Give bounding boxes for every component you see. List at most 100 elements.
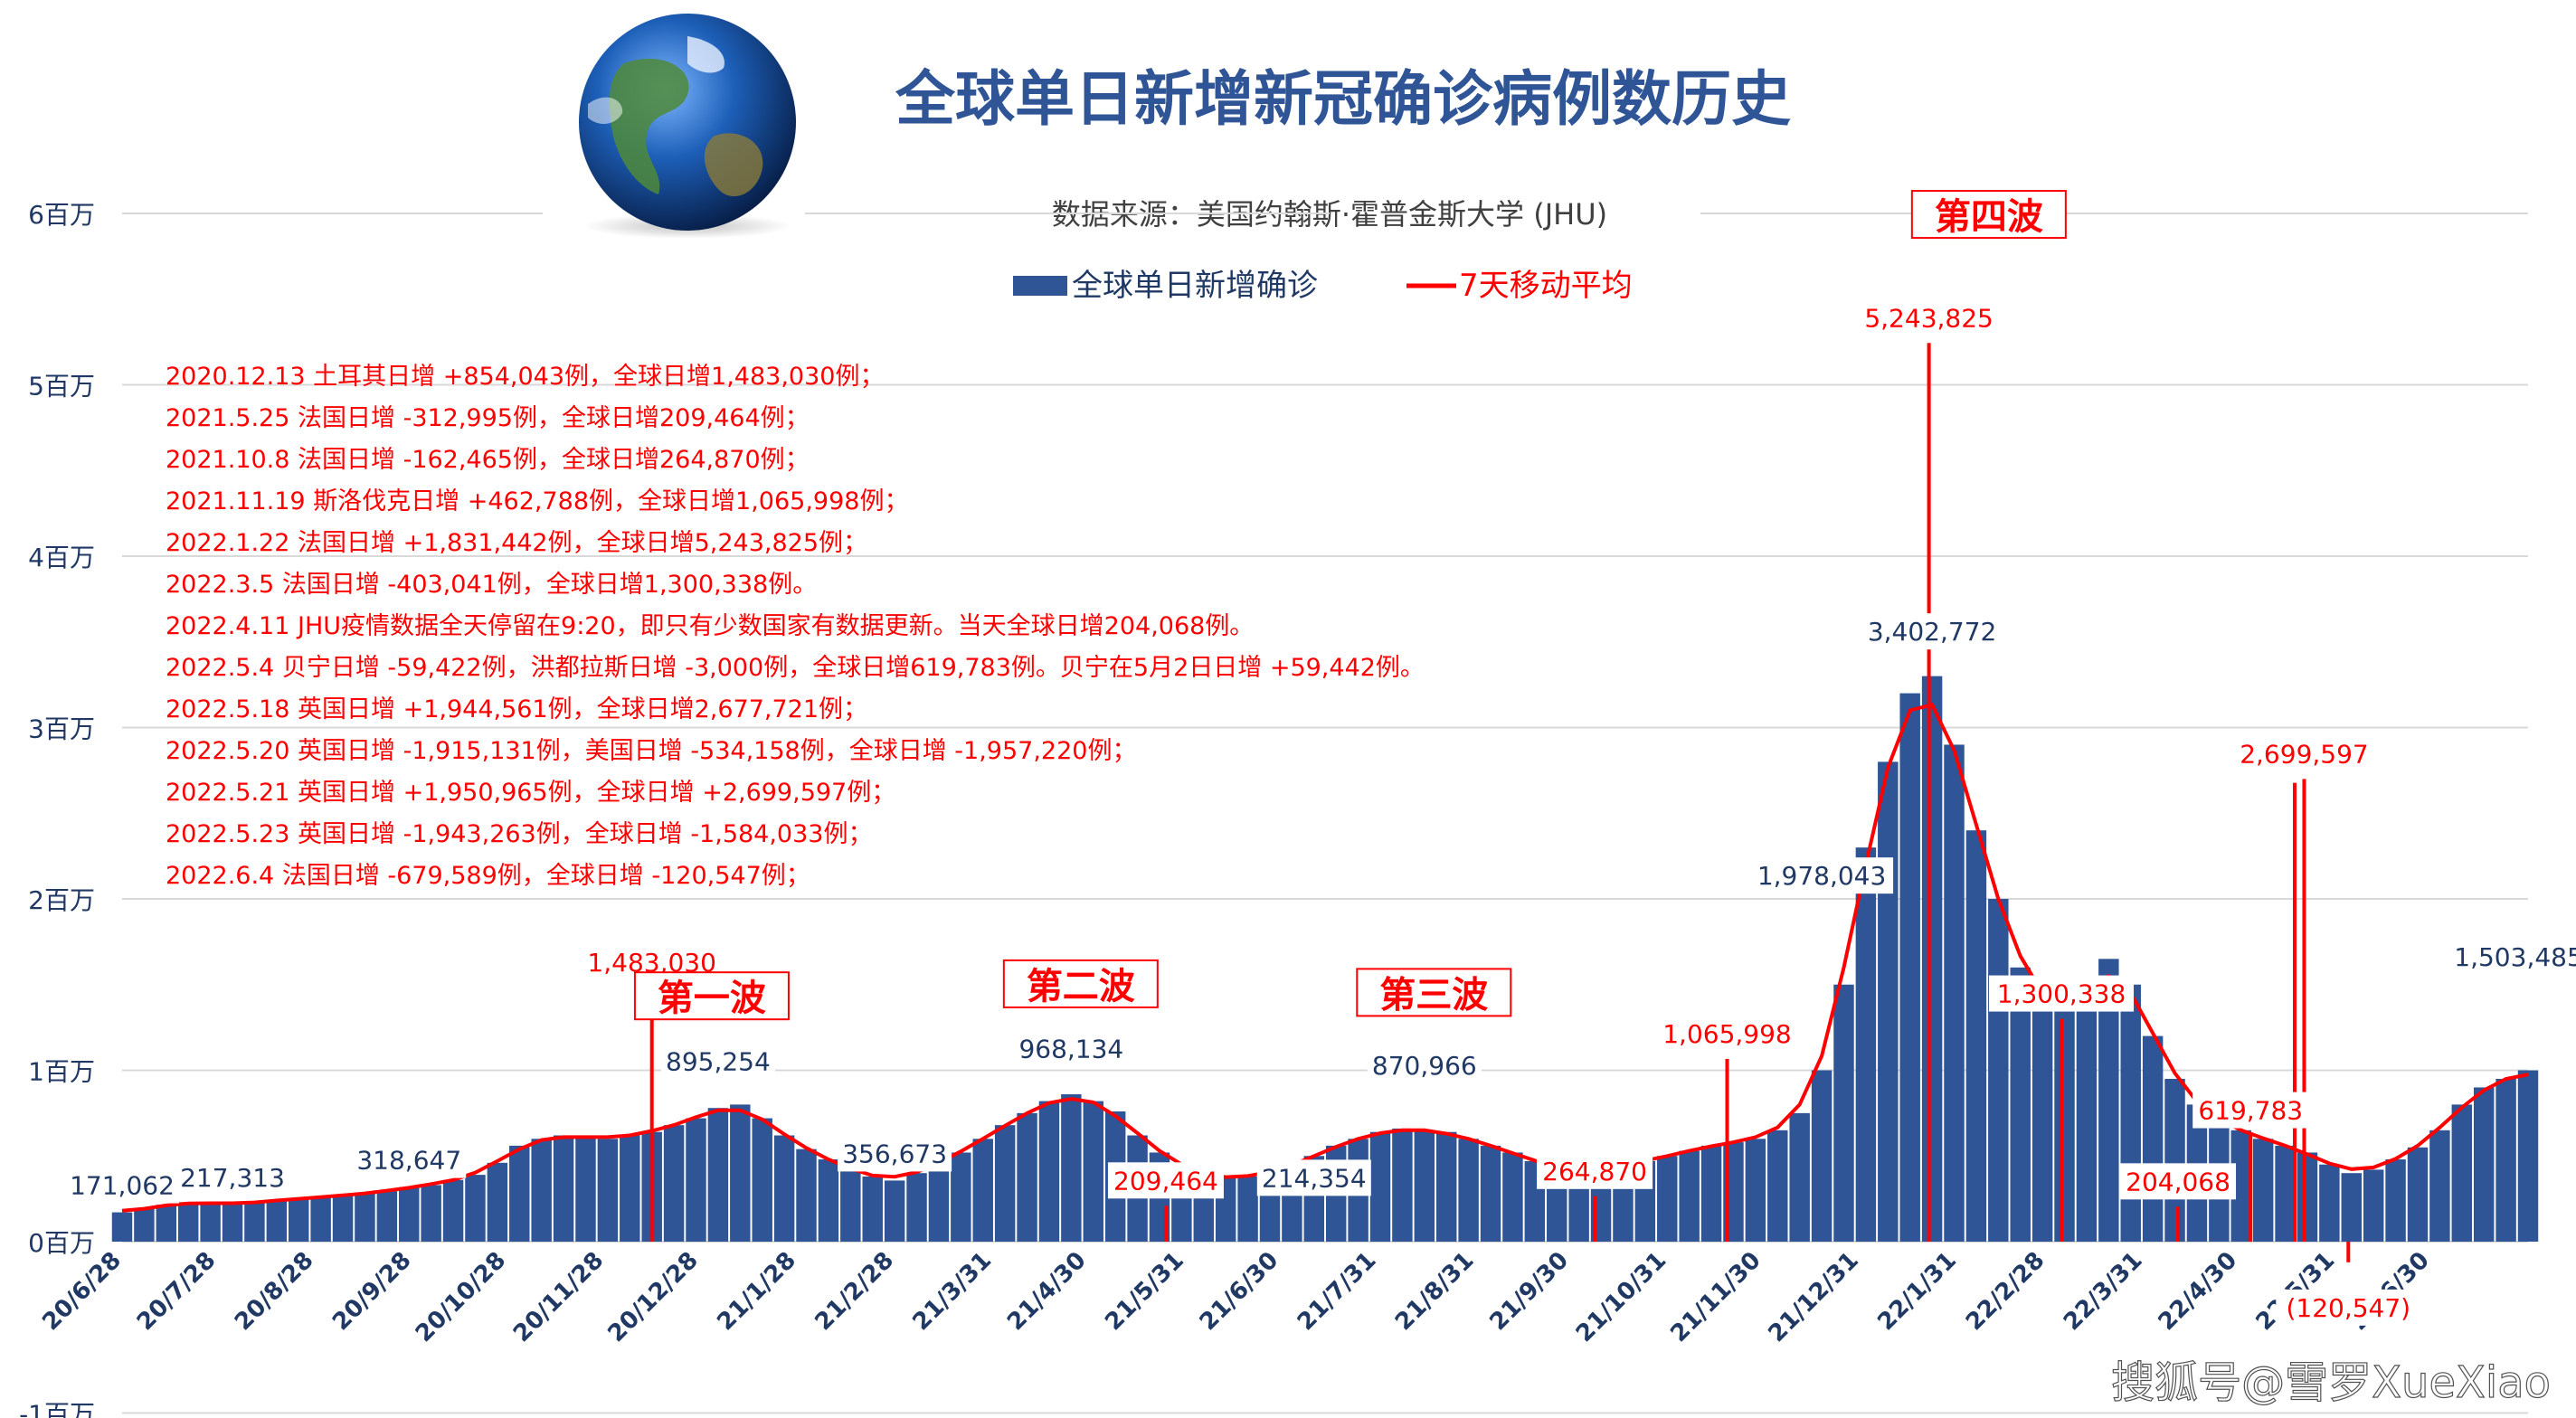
bar-label-bg xyxy=(65,1167,179,1204)
y-tick-label: 0百万 xyxy=(28,1228,95,1258)
annotation-notes: 2020.12.13 土耳其日增 +854,043例，全球日增1,483,030… xyxy=(166,363,1425,890)
bar-label: 171,062 xyxy=(70,1171,175,1201)
bar xyxy=(1700,1145,1722,1242)
anomaly-label: 619,783 xyxy=(2198,1096,2303,1126)
bar xyxy=(2076,984,2098,1242)
anomaly-label: 2,699,597 xyxy=(2240,739,2369,769)
bar xyxy=(421,1185,441,1242)
bar xyxy=(2120,984,2141,1242)
bar xyxy=(2496,1078,2516,1242)
anomaly-label-bg xyxy=(2192,1092,2309,1129)
bar-label-bg xyxy=(352,1141,467,1178)
wave-label: 第三波 xyxy=(1379,974,1488,1016)
y-tick-label: 4百万 xyxy=(28,543,95,572)
bar xyxy=(156,1205,177,1242)
x-tick-label: 22/1/31 xyxy=(1872,1247,1962,1337)
chart-title: 全球单日新增新冠确诊病例数历史 xyxy=(895,64,1791,134)
annotation-note: 2020.12.13 土耳其日增 +854,043例，全球日增1,483,030… xyxy=(166,363,884,391)
x-axis: 20/6/28 20/7/28 20/8/28 20/9/2820/10/2820/1… xyxy=(37,1247,2435,1347)
bar-label: 895,254 xyxy=(666,1046,771,1076)
y-tick-label: 1百万 xyxy=(28,1057,95,1087)
bar xyxy=(575,1137,596,1242)
x-tick-label: 21/5/31 xyxy=(1100,1247,1189,1337)
bar xyxy=(818,1159,839,1242)
bar-label-bg xyxy=(838,1135,952,1172)
wave-label: 第一波 xyxy=(658,978,766,1019)
bar-label-bg xyxy=(1014,1030,1129,1067)
bar xyxy=(222,1204,243,1242)
bar xyxy=(2230,1130,2251,1242)
bar xyxy=(2341,1173,2362,1242)
x-tick-label: 22/4/30 xyxy=(2154,1247,2243,1337)
bar-label: 968,134 xyxy=(1018,1035,1123,1064)
bar xyxy=(951,1152,971,1242)
x-tick-label: 21/2/28 xyxy=(810,1247,899,1337)
bar xyxy=(1679,1150,1700,1242)
bar xyxy=(1789,1112,1810,1242)
bar xyxy=(773,1135,795,1242)
bar xyxy=(1921,676,1943,1242)
x-tick-label: 21/3/31 xyxy=(908,1247,998,1337)
anomaly-label: 204,068 xyxy=(2126,1167,2230,1196)
bar xyxy=(2319,1164,2340,1242)
annotation-note: 2022.5.21 英国日增 +1,950,965例，全球日增 +2,699,5… xyxy=(166,779,895,807)
wave-label-box xyxy=(1910,190,2067,240)
x-tick-label: 21/8/31 xyxy=(1390,1247,1480,1337)
annotation-note: 2022.4.11 JHU疫情数据全天停留在9:20，即只有少数国家有数据更新。… xyxy=(166,612,1254,640)
bar xyxy=(376,1191,398,1242)
bar xyxy=(1657,1156,1678,1242)
bar xyxy=(1899,693,1920,1242)
bar-label: 217,313 xyxy=(180,1163,285,1193)
anomaly-label: 209,464 xyxy=(1113,1166,1218,1196)
x-tick-label: 21/4/30 xyxy=(1002,1247,1092,1337)
bar xyxy=(1878,761,1899,1242)
bar xyxy=(399,1186,420,1242)
bar xyxy=(2363,1169,2384,1242)
grid xyxy=(122,213,2528,1414)
anomaly-label: 1,300,338 xyxy=(1997,979,2126,1009)
bar xyxy=(2473,1087,2495,1242)
bar xyxy=(1458,1139,1479,1242)
bar-label-bg xyxy=(175,1158,290,1196)
bar xyxy=(1392,1128,1413,1242)
x-tick-label: 21/7/31 xyxy=(1293,1247,1382,1337)
bar xyxy=(2252,1139,2274,1242)
anomaly-label: 5,243,825 xyxy=(1864,303,1994,333)
anomaly-label: 1,065,998 xyxy=(1662,1019,1792,1049)
bar xyxy=(553,1135,574,1242)
bar-label-bg xyxy=(1256,1159,1371,1196)
annotation-note: 2022.6.4 法国日增 -679,589例，全球日增 -120,547例； xyxy=(166,862,810,890)
bar xyxy=(487,1162,508,1242)
globe-icon xyxy=(579,14,796,239)
anomaly-label-bg xyxy=(1107,1162,1224,1199)
bar xyxy=(906,1173,927,1242)
bar xyxy=(2054,1010,2075,1242)
bar xyxy=(1965,830,1987,1242)
bar xyxy=(1083,1101,1103,1242)
bar-label: 356,673 xyxy=(842,1139,947,1168)
x-tick-label: 21/11/30 xyxy=(1665,1247,1766,1347)
bar-label-bg xyxy=(1750,857,1894,894)
bar xyxy=(266,1200,288,1242)
bar xyxy=(509,1145,530,1242)
x-tick-label: 20/8/28 xyxy=(230,1247,319,1337)
y-axis: 6百万 5百万 4百万 3百万 2百万 1百万 0百万 -1百万 xyxy=(19,200,95,1418)
bar-label-bg xyxy=(2447,939,2576,976)
wave-label: 第二波 xyxy=(1027,966,1135,1007)
x-tick-label: 20/10/28 xyxy=(411,1247,511,1347)
wave-label: 第四波 xyxy=(1935,196,2043,238)
x-tick-label: 20/6/28 xyxy=(37,1247,127,1337)
y-tick-label: 2百万 xyxy=(28,885,95,915)
legend-bar-label: 全球单日新增确诊 xyxy=(1072,268,1318,304)
anomaly-label-bg xyxy=(2276,1289,2421,1326)
anomaly-label-bg xyxy=(2231,735,2377,772)
bar xyxy=(840,1169,861,1242)
bar xyxy=(1944,744,1965,1242)
bar xyxy=(1767,1130,1788,1242)
bar xyxy=(1414,1130,1435,1242)
bar xyxy=(796,1149,817,1242)
anomaly-label-bg xyxy=(2120,1163,2237,1200)
wave-label-box xyxy=(1002,959,1159,1008)
bar xyxy=(597,1139,619,1242)
